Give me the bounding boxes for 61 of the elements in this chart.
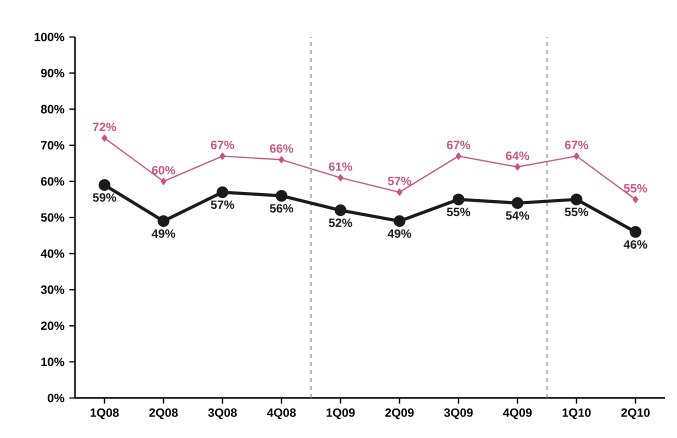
y-tick-label: 100%	[34, 32, 64, 42]
data-label: 64%	[506, 152, 530, 160]
data-label: 55%	[446, 208, 470, 216]
y-tick-label: 60%	[41, 177, 64, 186]
point	[394, 215, 406, 227]
point	[574, 152, 580, 160]
data-label: 46%	[624, 240, 648, 249]
x-tick-label: 4Q09	[503, 408, 532, 420]
data-label: 52%	[328, 218, 352, 228]
y-tick-label: 80%	[40, 104, 64, 114]
x-tick-label: 1Q10	[562, 408, 591, 420]
point	[452, 194, 464, 206]
data-label: 57%	[210, 200, 234, 209]
x-tick-label: 3Q08	[208, 408, 237, 420]
point	[456, 152, 462, 160]
data-label: 55%	[564, 208, 588, 216]
data-label: 59%	[92, 193, 116, 202]
point	[512, 197, 524, 209]
point	[570, 194, 582, 206]
x-tick-label: 2Q09	[385, 408, 414, 420]
data-label: 72%	[93, 122, 116, 132]
point	[334, 204, 346, 216]
point	[276, 190, 288, 202]
y-tick-label: 20%	[41, 322, 64, 330]
point	[278, 156, 284, 164]
data-label: 60%	[152, 166, 176, 174]
point	[160, 178, 166, 185]
point	[220, 152, 226, 160]
y-tick-label: 10%	[41, 358, 64, 366]
data-label: 61%	[328, 162, 352, 171]
data-label: 54%	[506, 211, 530, 220]
data-label: 67%	[564, 140, 588, 150]
x-tick-label: 2Q10	[621, 408, 650, 420]
x-tick-label: 2Q08	[149, 408, 178, 420]
y-tick-label: 30%	[40, 285, 64, 294]
point	[102, 134, 108, 142]
x-tick-label: 3Q09	[444, 408, 473, 420]
y-tick-label: 0%	[48, 394, 64, 402]
y-tick-label: 70%	[41, 141, 64, 150]
point	[632, 196, 638, 204]
x-tick-label: 1Q09	[326, 408, 355, 420]
point	[216, 186, 228, 198]
data-label: 57%	[388, 176, 412, 186]
data-label: 67%	[446, 140, 470, 150]
data-label: 49%	[152, 229, 176, 238]
point	[514, 163, 520, 171]
data-label: 56%	[270, 204, 294, 213]
data-label: 55%	[624, 184, 648, 193]
point	[338, 174, 344, 182]
data-label: 66%	[270, 144, 294, 153]
data-label: 67%	[210, 140, 234, 150]
y-tick-label: 90%	[41, 68, 64, 78]
point	[98, 179, 110, 191]
x-tick-label: 1Q08	[90, 408, 119, 420]
y-tick-label: 40%	[40, 249, 64, 258]
data-label: 49%	[388, 229, 412, 238]
point	[158, 215, 170, 227]
point	[396, 188, 402, 196]
point	[630, 226, 642, 238]
y-tick-label: 50%	[40, 213, 64, 222]
x-tick-label: 4Q08	[267, 408, 296, 420]
